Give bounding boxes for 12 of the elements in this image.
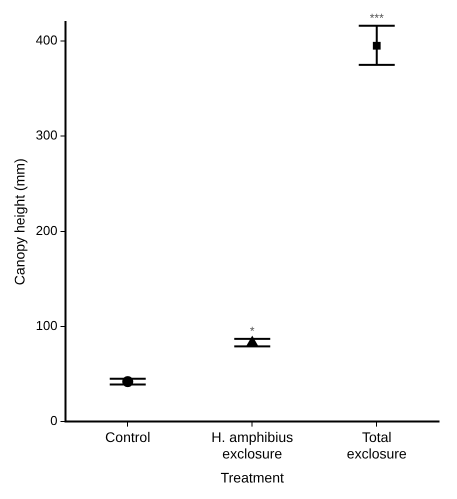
x-tick-label: H. amphibius exclosure	[211, 428, 294, 462]
y-tick-label: 0	[50, 413, 58, 428]
y-tick-label: 300	[36, 128, 58, 143]
annotation: *	[250, 324, 255, 338]
annotation: ***	[370, 11, 384, 26]
x-axis-title: Treatment	[220, 469, 284, 486]
y-axis-title: Canopy height (mm)	[11, 158, 28, 286]
x-tick-label: Control	[105, 428, 150, 445]
y-tick-label: 100	[36, 318, 58, 334]
x-tick-label: Total exclosure	[346, 428, 407, 462]
y-tick-label: 400	[36, 32, 58, 48]
y-tick-label: 200	[36, 222, 58, 238]
